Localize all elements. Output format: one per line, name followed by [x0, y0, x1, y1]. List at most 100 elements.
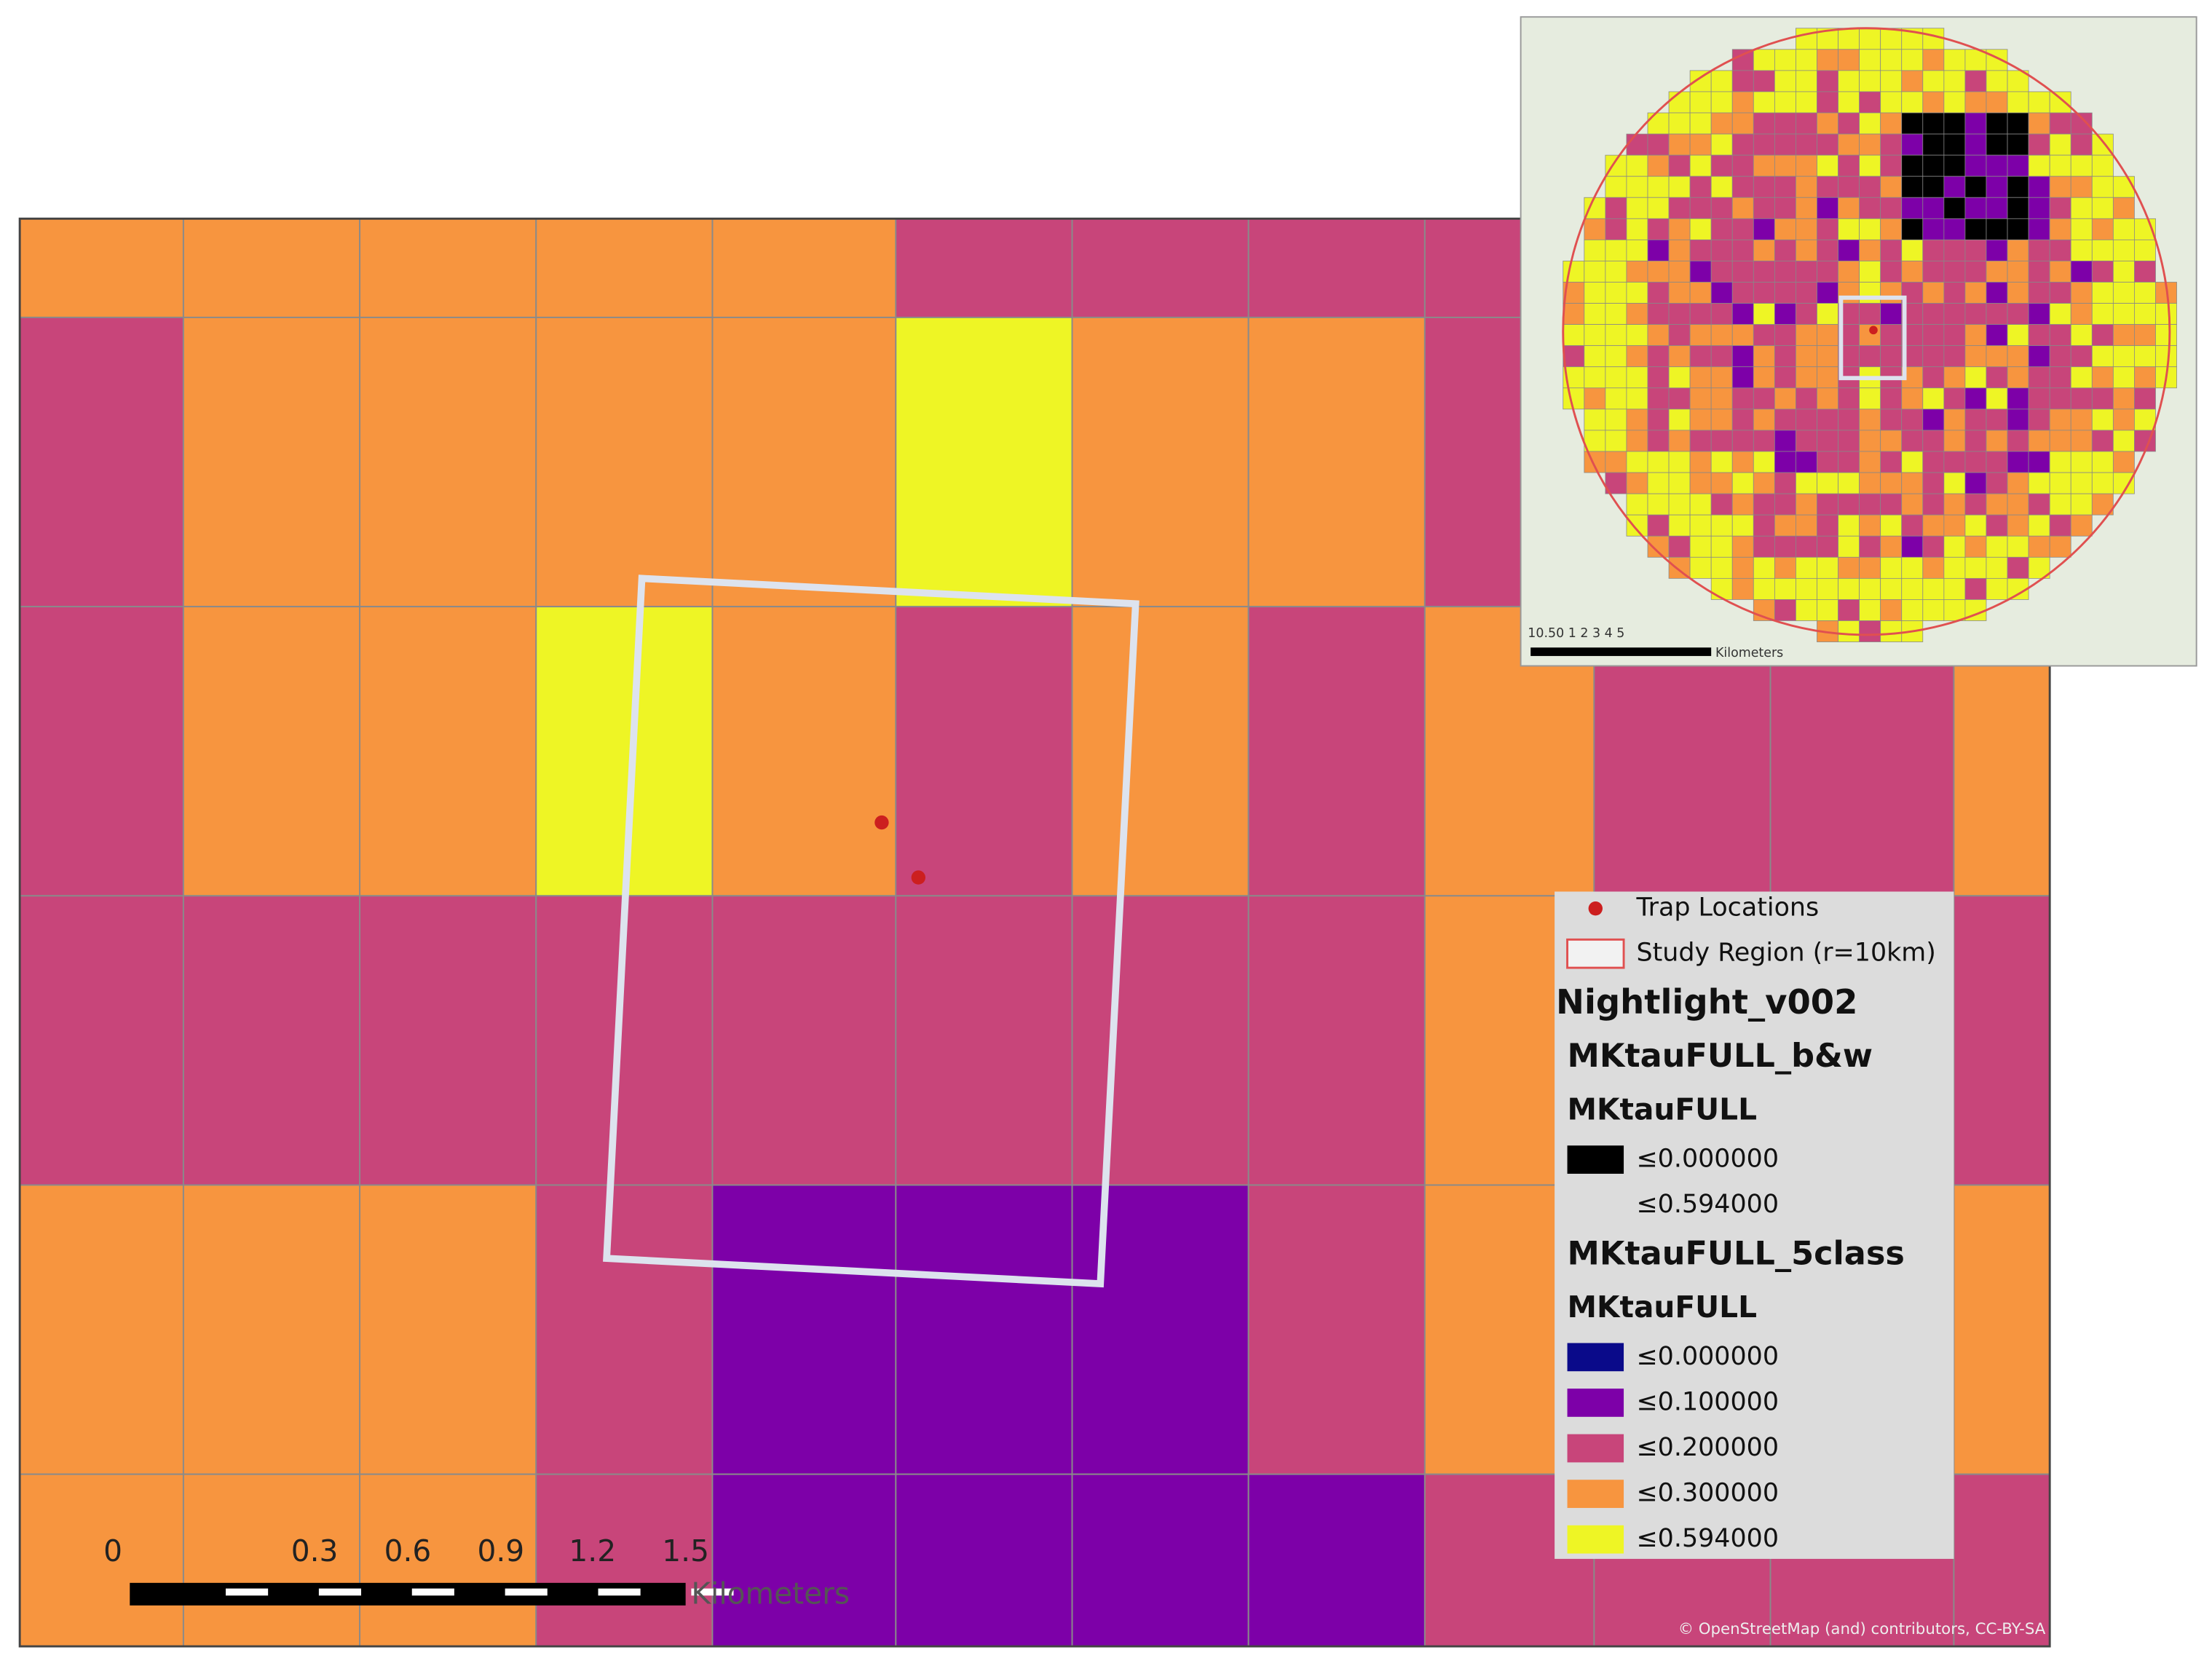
- inset-cell: [1668, 366, 1691, 389]
- inset-cell: [1605, 175, 1627, 198]
- inset-cell: [1922, 218, 1945, 240]
- inset-cell: [1880, 154, 1903, 177]
- inset-cell: [2070, 261, 2093, 283]
- inset-cell: [1901, 451, 1924, 473]
- inset-cell: [2007, 408, 2029, 431]
- inset-cell: [1668, 345, 1691, 368]
- inset-cell: [1647, 282, 1670, 304]
- inset-cell: [2070, 239, 2093, 261]
- inset-cell: [1605, 366, 1627, 389]
- inset-cell: [1731, 175, 1754, 198]
- inset-cell: [1796, 261, 1817, 283]
- inset-cell: [1901, 70, 1924, 92]
- inset-cell: [1689, 556, 1712, 579]
- inset-cell: [1774, 345, 1796, 368]
- inset-cell: [1943, 556, 1966, 579]
- inset-cell: [1817, 91, 1838, 114]
- grid-cell: [19, 895, 184, 1186]
- inset-cell: [1838, 175, 1860, 198]
- inset-cell: [1859, 282, 1881, 304]
- inset-cell: [1710, 133, 1733, 156]
- legend-text: Nightlight_v002: [1556, 982, 1857, 1022]
- legend-swatch: [1567, 1525, 1624, 1554]
- inset-cell: [1774, 535, 1796, 558]
- inset-cell: [1753, 387, 1775, 410]
- inset-cell: [1731, 49, 1754, 71]
- inset-cell: [1731, 133, 1754, 156]
- inset-cell: [1774, 112, 1796, 135]
- inset-cell: [2007, 387, 2029, 410]
- inset-cell: [1817, 472, 1838, 494]
- inset-cell: [2049, 408, 2071, 431]
- inset-cell: [1647, 303, 1670, 325]
- inset-cell: [1753, 70, 1775, 92]
- inset-cell: [1880, 303, 1903, 325]
- inset-cell: [1731, 197, 1754, 219]
- inset-cell: [1774, 133, 1796, 156]
- inset-cell: [1774, 408, 1796, 431]
- inset-cell: [1838, 197, 1860, 219]
- inset-cell: [2070, 472, 2093, 494]
- inset-cell: [1986, 112, 2008, 135]
- inset-cell: [1922, 451, 1945, 473]
- legend-region-swatch: [1566, 938, 1625, 969]
- inset-cell: [1901, 261, 1924, 283]
- inset-cell: [1943, 70, 1966, 92]
- inset-cell: [1943, 175, 1966, 198]
- legend-text: Trap Locations: [1635, 893, 1819, 923]
- inset-cell: [2112, 239, 2135, 261]
- inset-cell: [1943, 91, 1966, 114]
- inset-cell: [1689, 408, 1712, 431]
- inset-cell: [2028, 218, 2050, 240]
- inset-cell: [1753, 154, 1775, 177]
- inset-cell: [1880, 493, 1903, 516]
- inset-cell: [1647, 197, 1670, 219]
- inset-cell: [1964, 218, 1987, 240]
- inset-cell: [2007, 556, 2029, 579]
- inset-cell: [1584, 303, 1606, 325]
- inset-cell: [1817, 366, 1838, 389]
- inset-cell: [1859, 535, 1881, 558]
- inset-cell: [1964, 303, 1987, 325]
- inset-cell: [1563, 261, 1585, 283]
- inset-cell: [1986, 197, 2008, 219]
- scale-label: 0.9: [477, 1533, 524, 1568]
- inset-cell: [2028, 472, 2050, 494]
- inset-cell: [1838, 451, 1860, 473]
- inset-cell: [2007, 345, 2029, 368]
- inset-cell: [1584, 261, 1606, 283]
- inset-cell: [2091, 282, 2114, 304]
- grid-cell: [895, 1184, 1073, 1475]
- inset-cell: [1859, 472, 1881, 494]
- inset-cell: [1626, 366, 1648, 389]
- inset-cell: [2112, 282, 2135, 304]
- inset-cell: [1943, 324, 1966, 347]
- scale-bar-seg: [226, 1588, 269, 1596]
- inset-cell: [1901, 493, 1924, 516]
- inset-cell: [1731, 324, 1754, 347]
- inset-cell: [1710, 451, 1733, 473]
- inset-cell: [1796, 493, 1817, 516]
- inset-cell: [1605, 324, 1627, 347]
- inset-cell: [1626, 154, 1648, 177]
- grid-cell: [895, 218, 1073, 318]
- inset-cell: [1817, 430, 1838, 452]
- inset-cell: [2049, 303, 2071, 325]
- inset-cell: [1774, 154, 1796, 177]
- inset-cell: [1943, 535, 1966, 558]
- inset-cell: [1710, 112, 1733, 135]
- inset-cell: [2091, 218, 2114, 240]
- inset-cell: [2007, 493, 2029, 516]
- inset-cell: [2070, 387, 2093, 410]
- inset-cell: [1605, 408, 1627, 431]
- inset-cell: [1859, 49, 1881, 71]
- inset-cell: [1838, 91, 1860, 114]
- grid-cell: [182, 1184, 361, 1475]
- grid-cell: [359, 316, 537, 608]
- inset-cell: [1859, 303, 1881, 325]
- inset-cell: [1859, 430, 1881, 452]
- inset-cell: [1880, 261, 1903, 283]
- inset-cell: [1584, 218, 1606, 240]
- inset-cell: [1922, 577, 1945, 600]
- inset-cell: [2112, 197, 2135, 219]
